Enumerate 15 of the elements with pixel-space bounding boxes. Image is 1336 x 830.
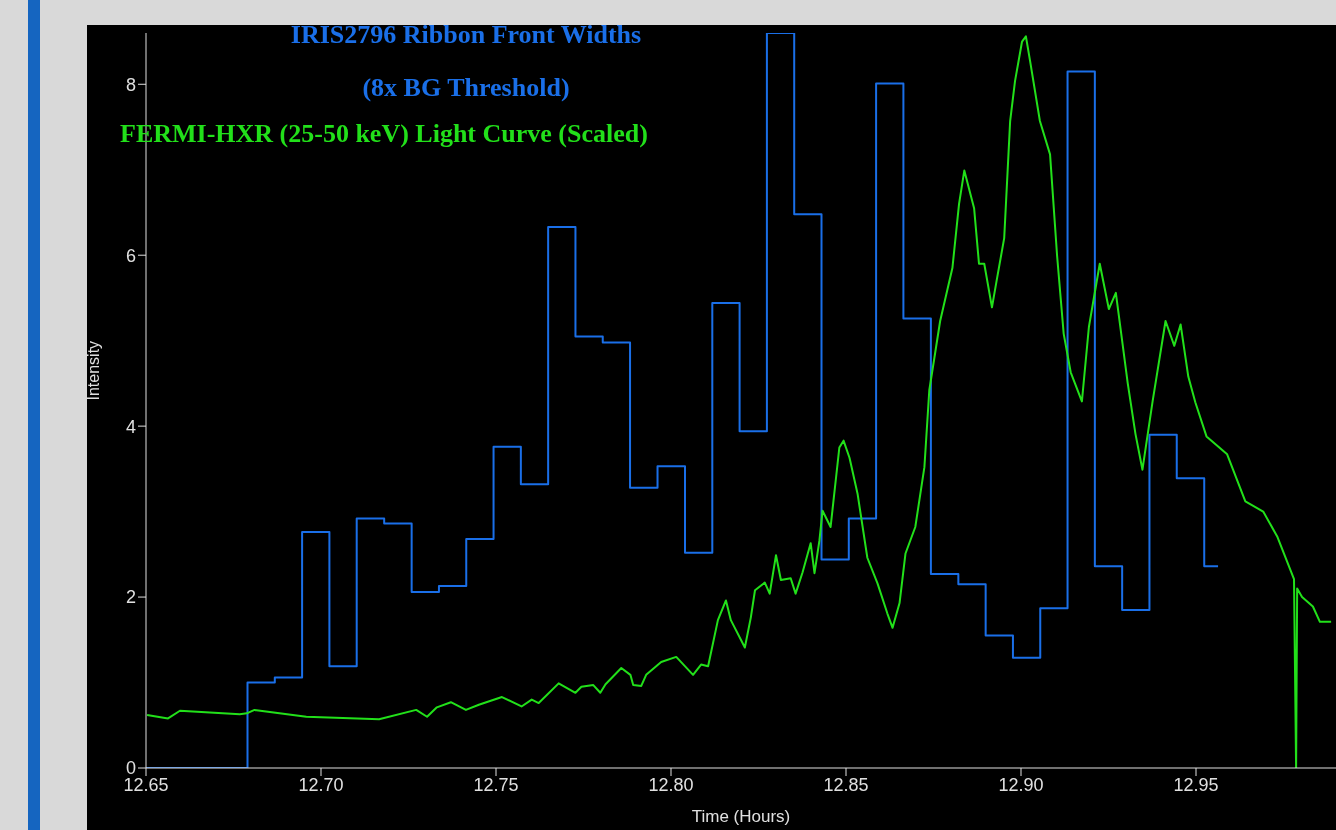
text: (8x BG Threshold) [361, 73, 571, 103]
chart-title: IRIS2796 Ribbon Front Widths [289, 20, 643, 50]
x-tick-label: 12.95 [1173, 774, 1219, 795]
y-tick-label: 8 [125, 74, 136, 95]
y-tick-label: 4 [125, 416, 136, 437]
x-tick-label: 12.80 [648, 774, 694, 795]
x-axis-title: Time (Hours) [691, 807, 791, 826]
y-tick-label: 6 [125, 245, 136, 266]
y-axis-title: Intensity [84, 340, 102, 401]
text: FERMI-HXR (25-50 keV) Light Curve (Scaled) [120, 118, 648, 150]
x-tick-label: 12.75 [473, 774, 519, 795]
y-tick-label: 2 [125, 587, 136, 608]
x-tick-label: 12.70 [298, 774, 344, 795]
x-tick-label: 12.90 [998, 774, 1044, 795]
x-tick-label: 12.85 [823, 774, 869, 795]
